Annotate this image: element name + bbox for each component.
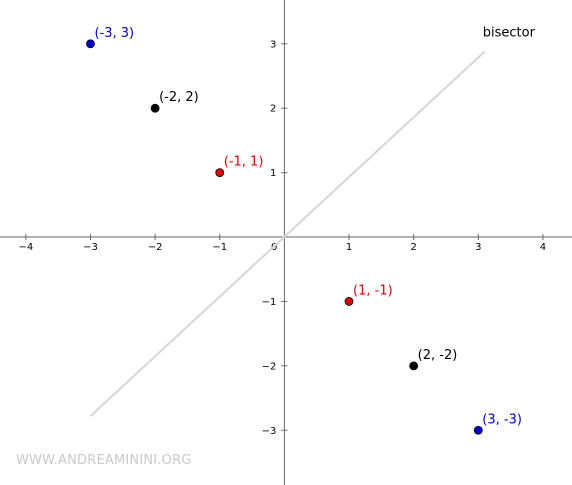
data-point-label: (-1, 1)	[224, 155, 264, 170]
x-tick-label: 4	[540, 242, 546, 253]
data-point	[344, 297, 354, 306]
points-layer: (-3, 3) (-2, 2) (-1, 1) (1, -1) (2, -2) (3, -…	[86, 26, 522, 435]
data-point-label: (-3, 3)	[94, 26, 134, 41]
data-point-label: (2, -2)	[418, 348, 458, 363]
data-point	[150, 103, 160, 113]
data-point	[473, 425, 483, 435]
y-tick-label: 2	[270, 104, 276, 115]
y-tick-label: 1	[270, 168, 276, 179]
x-tick-label: −4	[18, 242, 33, 253]
bisector-line	[89, 50, 486, 417]
y-tick-label: −1	[262, 297, 277, 308]
bisector-label: bisector	[483, 26, 536, 41]
data-point	[86, 39, 95, 49]
x-tick-label: −3	[83, 242, 98, 253]
data-point-label: (3, -3)	[482, 412, 522, 427]
x-tick-label: 1	[346, 242, 352, 253]
x-tick-label: −1	[212, 242, 227, 253]
x-tick-label: 2	[410, 242, 416, 253]
data-point-label: (-2, 2)	[159, 90, 199, 105]
data-point	[409, 361, 419, 371]
watermark: WWW.ANDREAMININI.ORG	[16, 453, 192, 468]
y-tick-label: 3	[270, 39, 276, 50]
y-tick-label: −3	[262, 426, 277, 437]
data-point	[215, 168, 225, 178]
y-tick-label: −2	[262, 361, 277, 372]
x-tick-label: 3	[475, 242, 481, 253]
x-tick-label: −2	[148, 242, 163, 253]
data-point-label: (1, -1)	[353, 283, 393, 298]
bisector-layer: bisector	[89, 26, 536, 417]
